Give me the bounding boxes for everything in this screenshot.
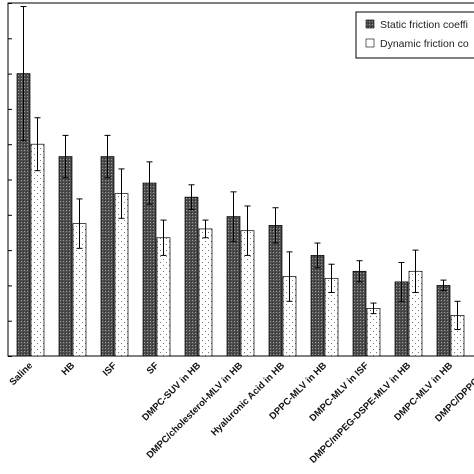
error-bar-static-9 xyxy=(398,261,405,302)
bar-dynamic-0 xyxy=(30,143,45,357)
error-bars xyxy=(20,6,461,331)
error-bar-dynamic-8 xyxy=(370,302,377,315)
legend-swatch-static xyxy=(365,19,375,29)
legend: Static friction coeffi Dynamic friction … xyxy=(355,11,474,59)
y-axis-ticks xyxy=(8,3,12,357)
error-bar-static-2 xyxy=(104,134,111,179)
error-bar-static-4 xyxy=(188,184,195,211)
error-bar-static-10 xyxy=(440,279,447,292)
error-bar-static-6 xyxy=(272,207,279,244)
bar-static-1 xyxy=(58,156,73,357)
category-label-2: ISF xyxy=(101,360,119,378)
category-label-1: HB xyxy=(60,360,78,378)
error-bar-static-5 xyxy=(230,191,237,242)
bar-marks xyxy=(16,73,465,357)
error-bar-dynamic-1 xyxy=(76,198,83,249)
category-label-3: SF xyxy=(145,360,162,377)
bar-static-3 xyxy=(142,182,157,357)
error-bar-dynamic-2 xyxy=(118,168,125,219)
error-bar-static-7 xyxy=(314,242,321,269)
error-bar-dynamic-10 xyxy=(454,300,461,331)
error-bar-static-0 xyxy=(20,6,27,142)
category-label-6: Hyaluronic Acid in HB xyxy=(209,360,287,438)
bar-static-8 xyxy=(352,270,367,357)
legend-label-static: Static friction coeffi xyxy=(380,19,468,31)
bar-static-2 xyxy=(100,156,115,357)
category-label-0: Saline xyxy=(8,360,36,388)
error-bar-dynamic-0 xyxy=(34,117,41,172)
bar-static-10 xyxy=(436,285,451,357)
error-bar-static-3 xyxy=(146,161,153,205)
error-bar-dynamic-5 xyxy=(244,205,251,256)
bar-static-7 xyxy=(310,255,325,357)
error-bar-dynamic-9 xyxy=(412,249,419,293)
error-bar-static-1 xyxy=(62,134,69,179)
bar-dynamic-4 xyxy=(198,228,213,357)
error-bar-static-8 xyxy=(356,260,363,283)
error-bar-dynamic-6 xyxy=(286,251,293,302)
legend-swatch-dynamic xyxy=(365,38,375,48)
bar-dynamic-8 xyxy=(366,307,381,357)
error-bar-dynamic-4 xyxy=(202,219,209,239)
error-bar-dynamic-3 xyxy=(160,219,167,256)
bar-static-6 xyxy=(268,225,283,357)
legend-box xyxy=(355,11,474,59)
error-bar-dynamic-7 xyxy=(328,263,335,293)
legend-label-dynamic: Dynamic friction co xyxy=(380,38,469,50)
bar-static-4 xyxy=(184,196,199,357)
